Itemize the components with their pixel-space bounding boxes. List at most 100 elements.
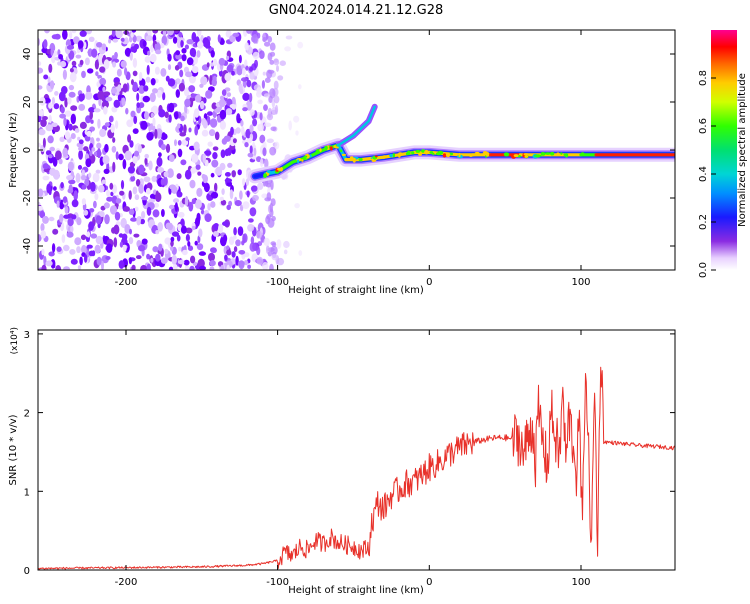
noise-speckle (242, 178, 246, 187)
noise-speckle (192, 51, 196, 58)
noise-speckle (38, 114, 42, 123)
noise-speckle (177, 223, 182, 232)
noise-speckle (137, 144, 142, 154)
noise-speckle (111, 30, 116, 38)
ridge-blob (277, 167, 283, 171)
noise-speckle (263, 93, 270, 98)
noise-speckle (161, 209, 165, 217)
noise-speckle (220, 199, 227, 206)
noise-speckle (180, 159, 187, 166)
noise-speckle (266, 192, 272, 201)
noise-speckle (103, 202, 110, 209)
noise-speckle (249, 145, 253, 155)
noise-speckle (106, 196, 113, 202)
noise-speckle (71, 60, 77, 67)
noise-speckle (115, 198, 122, 204)
noise-speckle (246, 79, 252, 88)
noise-speckle (205, 90, 213, 99)
noise-speckle (218, 223, 224, 234)
noise-speckle (118, 260, 125, 269)
noise-speckle (128, 208, 135, 215)
colorbar-label: Normalized spectral amplitude (737, 73, 748, 227)
noise-speckle (188, 127, 192, 133)
noise-speckle (181, 48, 187, 54)
noise-speckle (271, 253, 278, 261)
noise-speckle (167, 222, 173, 231)
ridge-branch-core (337, 105, 376, 147)
noise-speckle (270, 126, 277, 132)
colorbar-ticks: 0.0 0.2 0.4 0.6 0.8 (698, 70, 716, 278)
noise-speckle (102, 155, 110, 165)
noise-speckle (99, 128, 107, 138)
noise-speckle (155, 128, 163, 139)
noise-speckle (251, 155, 258, 160)
noise-speckle (226, 264, 230, 270)
noise-speckle (171, 186, 178, 194)
noise-speckle (49, 146, 55, 152)
noise-speckle (94, 59, 99, 70)
noise-speckle (193, 141, 200, 151)
noise-speckle (113, 237, 118, 248)
noise-speckle (219, 109, 227, 120)
noise-speckle (78, 139, 84, 145)
noise-speckle (38, 205, 44, 211)
noise-speckle (269, 263, 274, 270)
colorbar: 0.0 0.2 0.4 0.6 0.8 Normalized spectral ampl… (698, 30, 748, 278)
noise-speckle (178, 31, 183, 38)
snr-line (38, 366, 675, 570)
noise-speckle (76, 246, 81, 254)
noise-speckle (111, 145, 117, 153)
noise-speckle (266, 138, 274, 144)
noise-speckle (226, 55, 230, 61)
noise-speckle (85, 115, 92, 124)
noise-speckle (256, 87, 262, 95)
noise-speckle (131, 30, 137, 33)
noise-speckle (252, 34, 258, 44)
ridge-segment (336, 143, 348, 162)
noise-speckle (136, 92, 140, 102)
noise-speckle (140, 120, 148, 130)
noise-speckle (263, 104, 268, 111)
noise-speckle (160, 178, 165, 186)
noise-speckle (177, 148, 183, 158)
noise-speckle (73, 190, 78, 201)
noise-speckle (276, 257, 285, 266)
noise-speckle (79, 59, 84, 66)
noise-speckle (141, 238, 148, 245)
noise-speckle (62, 196, 68, 204)
noise-speckle (59, 136, 65, 142)
y-tick-label: 1 (24, 487, 30, 498)
noise-speckle (189, 265, 195, 270)
ridge-blob (432, 152, 435, 156)
noise-speckle (99, 77, 107, 86)
noise-speckle (56, 246, 62, 252)
noise-speckle (191, 225, 196, 231)
noise-speckle (241, 240, 245, 246)
noise-speckle (256, 246, 261, 256)
noise-speckle (212, 152, 218, 160)
ridge-blob (352, 158, 356, 163)
noise-speckle (259, 112, 263, 121)
noise-speckle (269, 59, 275, 65)
noise-speckle (59, 113, 66, 119)
noise-speckle (71, 199, 79, 208)
noise-speckle (237, 226, 244, 237)
noise-speckle (128, 237, 134, 245)
noise-speckle (154, 66, 160, 75)
noise-speckle (279, 60, 286, 66)
noise-speckle (99, 66, 106, 73)
noise-speckle (146, 206, 152, 216)
noise-speckle (168, 154, 175, 162)
noise-speckle (219, 120, 226, 130)
noise-speckle (174, 111, 179, 120)
noise-speckle (101, 179, 107, 185)
noise-speckle (100, 205, 106, 211)
noise-speckle (243, 260, 249, 266)
noise-speckle (47, 135, 54, 144)
noise-speckle (164, 248, 169, 254)
noise-speckle (155, 190, 160, 201)
noise-speckle (144, 111, 149, 120)
noise-speckle (101, 95, 106, 102)
noise-speckle (66, 44, 75, 50)
noise-speckle (81, 70, 86, 79)
